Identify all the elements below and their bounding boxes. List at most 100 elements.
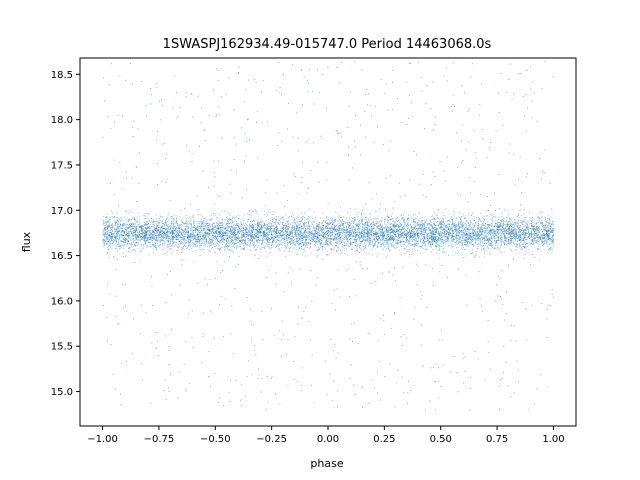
scatter-point <box>228 236 230 237</box>
scatter-point <box>215 236 216 238</box>
scatter-point <box>310 234 312 236</box>
scatter-point <box>443 228 445 230</box>
scatter-point <box>165 240 167 242</box>
scatter-point <box>397 240 399 241</box>
scatter-point <box>552 229 554 231</box>
scatter-point <box>233 235 235 237</box>
scatter-point <box>162 231 164 233</box>
scatter-point <box>313 235 315 237</box>
scatter-point <box>309 231 310 233</box>
scatter-point <box>415 239 417 240</box>
scatter-point <box>351 220 352 222</box>
scatter-point <box>156 235 158 237</box>
scatter-point <box>387 223 389 225</box>
scatter-point <box>373 243 375 245</box>
scatter-point <box>348 236 350 237</box>
scatter-point <box>307 242 309 244</box>
scatter-point <box>182 236 184 237</box>
scatter-point <box>242 218 244 220</box>
scatter-point <box>455 251 457 253</box>
scatter-point <box>195 230 196 232</box>
scatter-point <box>496 242 498 244</box>
scatter-point <box>237 239 239 241</box>
scatter-point <box>451 239 453 241</box>
scatter-point <box>115 225 117 226</box>
scatter-point <box>142 230 144 231</box>
scatter-point <box>297 233 299 235</box>
scatter-point <box>408 254 410 255</box>
scatter-point <box>395 226 397 227</box>
scatter-point <box>257 226 259 227</box>
scatter-point <box>470 227 472 228</box>
scatter-point <box>305 245 306 246</box>
scatter-point <box>326 237 328 239</box>
scatter-point <box>468 235 470 237</box>
scatter-point <box>246 236 247 238</box>
scatter-point <box>221 222 223 224</box>
scatter-point <box>123 223 125 224</box>
scatter-point <box>188 241 190 243</box>
scatter-point <box>529 212 530 213</box>
scatter-point <box>216 244 218 246</box>
scatter-point <box>349 217 350 219</box>
scatter-point <box>102 239 104 241</box>
scatter-point <box>184 235 186 237</box>
scatter-point <box>154 245 156 247</box>
scatter-point <box>127 243 128 245</box>
scatter-point <box>318 235 320 237</box>
scatter-point <box>548 218 550 220</box>
scatter-point <box>393 227 395 229</box>
scatter-point <box>123 246 125 248</box>
scatter-point <box>295 234 297 236</box>
scatter-point <box>452 231 453 232</box>
scatter-point <box>423 237 425 238</box>
scatter-point <box>393 229 395 231</box>
scatter-point <box>415 245 417 247</box>
scatter-point <box>443 243 444 245</box>
scatter-point <box>239 229 241 231</box>
scatter-point <box>482 225 484 226</box>
scatter-point <box>242 229 244 231</box>
scatter-point <box>196 226 198 228</box>
scatter-point <box>510 237 512 239</box>
scatter-point <box>155 228 156 230</box>
scatter-point <box>551 241 553 243</box>
scatter-point <box>198 223 199 225</box>
scatter-point <box>333 222 335 224</box>
scatter-point <box>257 223 259 225</box>
scatter-point <box>195 241 197 243</box>
scatter-point <box>157 226 159 228</box>
scatter-point <box>196 238 198 240</box>
scatter-point <box>301 229 302 231</box>
scatter-point <box>219 236 221 238</box>
scatter-point <box>400 236 402 237</box>
scatter-point <box>364 232 366 234</box>
scatter-point <box>107 233 109 235</box>
scatter-point <box>491 237 493 239</box>
scatter-point <box>235 235 236 237</box>
scatter-point <box>207 236 209 238</box>
scatter-point <box>496 237 498 239</box>
scatter-point <box>460 221 462 223</box>
scatter-point <box>139 231 141 233</box>
scatter-point <box>298 244 300 245</box>
scatter-point <box>183 237 185 239</box>
scatter-point <box>102 240 104 242</box>
scatter-point <box>383 219 385 221</box>
scatter-point <box>487 227 488 229</box>
scatter-point <box>545 240 547 242</box>
scatter-point <box>204 232 205 234</box>
scatter-point <box>276 222 278 224</box>
scatter-point <box>357 219 359 220</box>
scatter-point <box>536 236 537 238</box>
scatter-point <box>334 236 336 238</box>
scatter-point <box>389 234 391 236</box>
scatter-point <box>419 240 421 242</box>
scatter-point <box>139 226 141 227</box>
scatter-point <box>490 230 492 231</box>
scatter-point <box>419 227 421 229</box>
scatter-point <box>520 233 522 235</box>
scatter-point <box>227 218 229 219</box>
scatter-point <box>239 241 241 242</box>
scatter-point <box>263 221 265 223</box>
